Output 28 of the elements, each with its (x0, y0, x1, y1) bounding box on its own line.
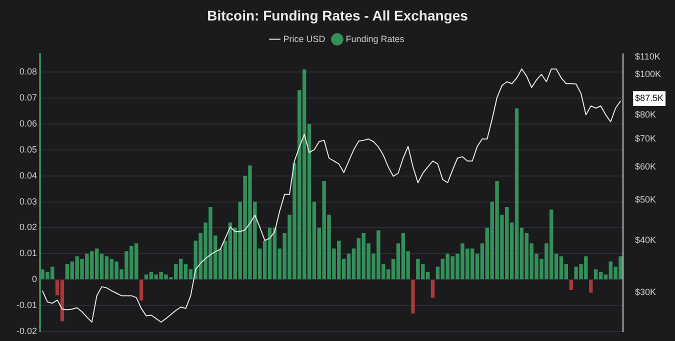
bar (139, 280, 144, 300)
y2-tick-label: $80K (635, 109, 656, 120)
y2-tick-label: $30K (635, 287, 656, 298)
bar (411, 280, 415, 314)
legend-label: Funding Rates (346, 34, 405, 44)
chart-title: Bitcoin: Funding Rates - All Exchanges (207, 7, 468, 24)
y-tick-label: 0.07 (19, 92, 37, 102)
bar (589, 280, 593, 293)
y2-tick-label: $50K (635, 194, 656, 205)
y-tick-label: 0.03 (19, 196, 37, 206)
bar (430, 280, 435, 298)
y2-tick-label: $60K (635, 161, 656, 172)
y2-tick-label: $110K (635, 52, 660, 62)
y2-tick-label: $87.5K (635, 93, 664, 104)
y-tick-label: 0.04 (19, 170, 37, 180)
y2-tick-label: $70K (635, 134, 656, 144)
y-tick-label: 0.02 (19, 222, 37, 232)
y-tick-label: 0.08 (19, 66, 37, 76)
y-tick-label: 0.01 (19, 248, 37, 258)
y-tick-label: 0 (32, 274, 37, 284)
legend-label: Price USD (283, 34, 326, 44)
bar (569, 280, 573, 290)
y-tick-label: 0.06 (19, 118, 37, 128)
y-tick-label: 0.05 (19, 144, 37, 154)
y-tick-label: -0.02 (16, 326, 37, 336)
y-tick-label: -0.01 (16, 300, 37, 310)
y2-tick-label: $100K (635, 68, 662, 79)
y2-tick-label: $40K (635, 234, 656, 245)
